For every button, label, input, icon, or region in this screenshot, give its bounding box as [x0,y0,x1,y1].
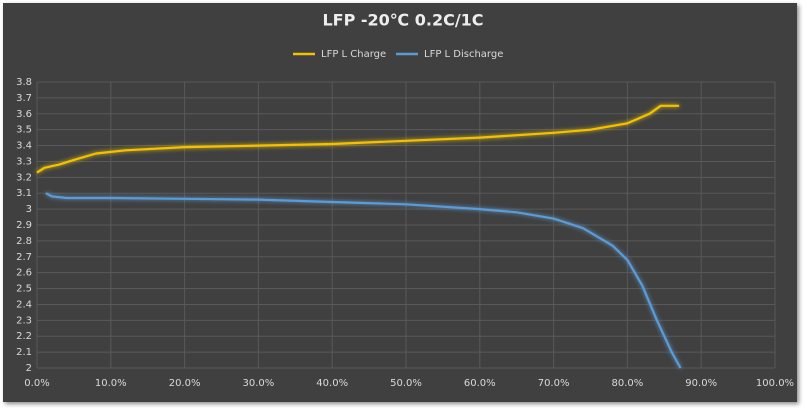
legend-label: LFP L Charge [321,49,386,60]
y-tick-label: 2.6 [16,268,32,279]
y-tick-label: 2.8 [16,236,32,247]
x-tick-label: 90.0% [685,378,717,389]
y-tick-label: 3.4 [16,141,32,152]
y-tick-label: 2.2 [16,331,32,342]
x-tick-label: 60.0% [464,378,496,389]
y-tick-label: 3.6 [16,109,32,120]
y-tick-label: 3 [26,204,32,215]
y-tick-label: 2 [26,363,32,374]
x-tick-label: 20.0% [169,378,201,389]
y-tick-label: 3.5 [16,125,32,136]
series-line [36,104,680,174]
series-line [45,192,682,369]
chart-background [3,3,797,402]
y-tick-label: 2.4 [16,299,32,310]
y-tick-label: 2.9 [16,220,32,231]
y-tick-label: 3.7 [16,93,32,104]
x-tick-label: 100.0% [756,378,794,389]
legend-label: LFP L Discharge [424,49,503,60]
x-tick-label: 80.0% [612,378,644,389]
x-tick-label: 40.0% [316,378,348,389]
x-tick-label: 70.0% [538,378,570,389]
chart-title: LFP -20℃ 0.2C/1C [322,11,483,30]
y-tick-label: 3.2 [16,172,32,183]
y-tick-label: 2.5 [16,284,32,295]
y-tick-label: 2.3 [16,315,32,326]
y-tick-label: 2.7 [16,252,32,263]
x-tick-label: 30.0% [243,378,275,389]
y-tick-label: 3.3 [16,156,32,167]
y-tick-label: 3.1 [16,188,32,199]
y-tick-label: 2.1 [16,347,32,358]
y-tick-label: 3.8 [16,77,32,88]
x-tick-label: 0.0% [24,378,49,389]
x-tick-label: 50.0% [390,378,422,389]
x-tick-label: 10.0% [95,378,127,389]
